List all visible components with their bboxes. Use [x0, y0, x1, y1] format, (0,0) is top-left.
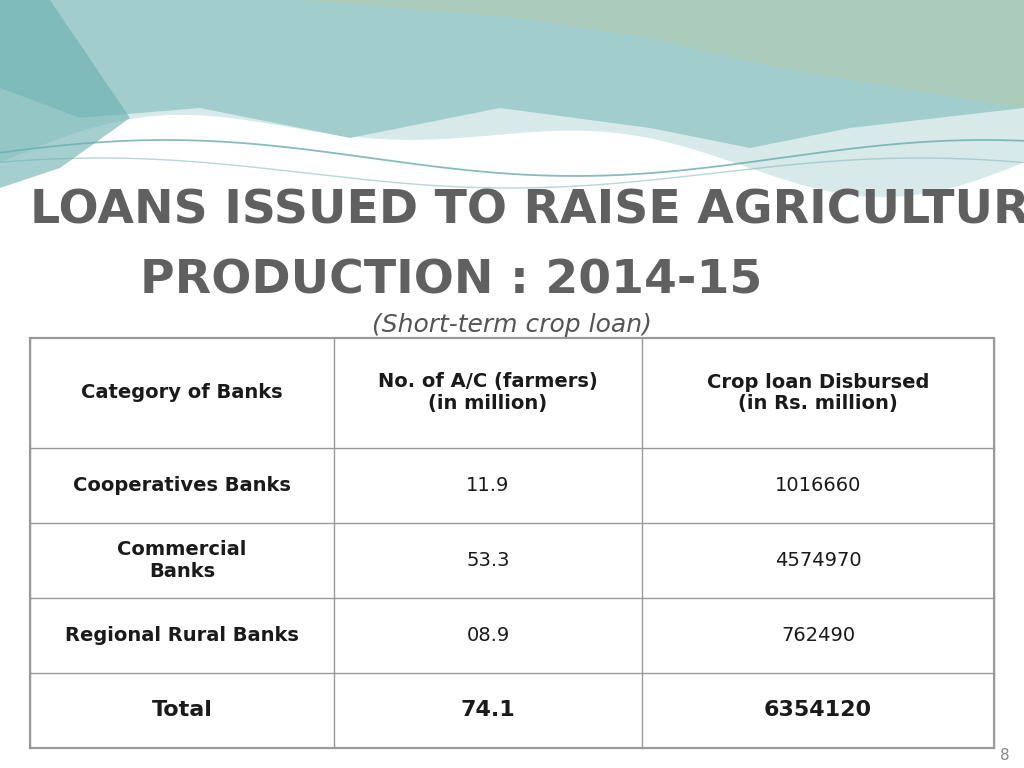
Text: 53.3: 53.3 [466, 551, 510, 570]
Text: 1016660: 1016660 [775, 476, 861, 495]
Text: 6354120: 6354120 [764, 700, 872, 720]
Text: 11.9: 11.9 [466, 476, 510, 495]
Text: 762490: 762490 [781, 626, 855, 645]
Polygon shape [0, 0, 1024, 197]
Text: No. of A/C (farmers)
(in million): No. of A/C (farmers) (in million) [378, 372, 598, 413]
Text: Crop loan Disbursed
(in Rs. million): Crop loan Disbursed (in Rs. million) [707, 372, 929, 413]
Text: Cooperatives Banks: Cooperatives Banks [73, 476, 291, 495]
Text: Category of Banks: Category of Banks [81, 383, 283, 402]
Text: 8: 8 [1000, 748, 1010, 763]
Text: (Short-term crop loan): (Short-term crop loan) [372, 313, 652, 337]
Text: Commercial
Banks: Commercial Banks [117, 540, 247, 581]
Text: 08.9: 08.9 [466, 626, 510, 645]
Polygon shape [0, 0, 1024, 148]
Text: 74.1: 74.1 [461, 700, 515, 720]
Polygon shape [0, 0, 130, 188]
Text: PRODUCTION : 2014-15: PRODUCTION : 2014-15 [140, 258, 762, 303]
Polygon shape [300, 0, 1024, 108]
Text: LOANS ISSUED TO RAISE AGRICULTURE: LOANS ISSUED TO RAISE AGRICULTURE [30, 188, 1024, 233]
Bar [30, 338, 994, 748]
Text: Total: Total [152, 700, 212, 720]
Text: Regional Rural Banks: Regional Rural Banks [65, 626, 299, 645]
Text: 4574970: 4574970 [775, 551, 861, 570]
